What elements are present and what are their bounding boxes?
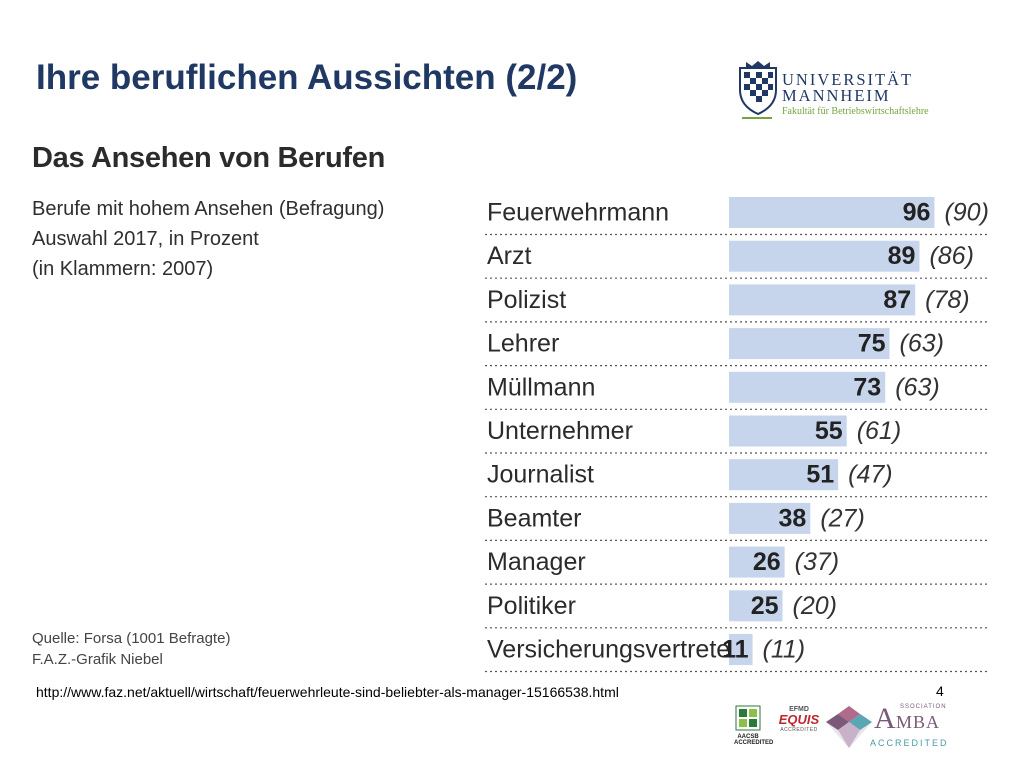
value-2017-label: 26 xyxy=(753,548,781,576)
value-2007-label: (61) xyxy=(857,417,901,445)
logo-subtitle: Fakultät für Betriebswirtschaftslehre xyxy=(782,106,929,117)
amba-diamond-icon xyxy=(826,706,872,748)
chart-subtitle-line-2: Auswahl 2017, in Prozent xyxy=(32,228,259,250)
category-label: Versicherungsvertreter xyxy=(487,636,739,664)
bar-8 xyxy=(729,502,811,534)
category-label: Unternehmer xyxy=(487,417,633,445)
bar-6 xyxy=(729,415,847,447)
value-2007-label: (37) xyxy=(795,548,839,576)
bar-1 xyxy=(729,197,935,228)
value-2017-label: 75 xyxy=(858,330,886,358)
value-2017-label: 96 xyxy=(903,199,931,227)
chart-subtitle-line-1: Berufe mit hohem Ansehen (Befragung) xyxy=(32,198,385,220)
value-2017-label: 89 xyxy=(888,242,916,270)
category-label: Journalist xyxy=(487,461,594,489)
value-2007-label: (63) xyxy=(900,330,944,358)
equis-accredited-label: ACCREDITED xyxy=(780,727,818,733)
bar-11 xyxy=(729,634,753,665)
university-logo: UNIVERSITÄT MANNHEIM Fakultät für Betrie… xyxy=(734,60,954,122)
crest-icon xyxy=(739,61,777,116)
value-2017-label: 11 xyxy=(722,636,749,664)
amba-a-letter: A xyxy=(874,702,896,735)
value-2007-label: (47) xyxy=(848,461,892,489)
category-label: Lehrer xyxy=(487,330,559,358)
slide-title: Ihre beruflichen Aussichten (2/2) xyxy=(36,58,578,97)
accreditation-logos: AACSB ACCREDITED EFMD EQUIS ACCREDITED S… xyxy=(734,702,950,750)
bar-9 xyxy=(729,546,785,578)
amba-accredited-label: ACCREDITED xyxy=(870,738,949,748)
bar-3 xyxy=(729,284,916,316)
bar-10 xyxy=(729,590,783,622)
source-link[interactable]: http://www.faz.net/aktuell/wirtschaft/fe… xyxy=(36,684,619,700)
logo-line-mannheim: MANNHEIM xyxy=(782,86,891,105)
aacsb-logo-icon xyxy=(735,705,761,731)
category-label: Polizist xyxy=(487,286,566,314)
equis-logo: EFMD EQUIS ACCREDITED xyxy=(774,706,824,733)
category-label: Manager xyxy=(487,548,586,576)
value-2007-label: (63) xyxy=(895,373,939,401)
chart-source-line-1: Quelle: Forsa (1001 Befragte) xyxy=(32,630,231,647)
bar-5 xyxy=(729,371,886,403)
value-2017-label: 55 xyxy=(815,417,843,445)
page-number: 4 xyxy=(936,683,944,699)
value-2007-label: (27) xyxy=(820,504,864,532)
value-2007-label: (78) xyxy=(925,286,969,314)
amba-association-label: SSOCIATION xyxy=(900,704,947,710)
category-label: Feuerwehrmann xyxy=(487,199,669,227)
efmd-label: EFMD xyxy=(789,706,809,713)
bar-2 xyxy=(729,240,920,272)
category-label: Politiker xyxy=(487,592,576,620)
chart-subtitle-line-3: (in Klammern: 2007) xyxy=(32,258,214,280)
chart-source-line-2: F.A.Z.-Grafik Niebel xyxy=(32,651,163,668)
category-label: Beamter xyxy=(487,504,581,532)
value-2007-label: (11) xyxy=(763,636,806,664)
logo-underline xyxy=(742,117,772,119)
value-2017-label: 38 xyxy=(779,504,807,532)
category-label: Arzt xyxy=(487,242,532,270)
value-2017-label: 25 xyxy=(751,592,779,620)
value-2017-label: 87 xyxy=(883,286,911,314)
value-2007-label: (90) xyxy=(944,199,988,227)
logo-line-universitaet: UNIVERSITÄT xyxy=(782,70,914,89)
equis-label: EQUIS xyxy=(778,712,820,727)
value-2007-label: (20) xyxy=(793,592,837,620)
bar-7 xyxy=(729,459,839,491)
value-2007-label: (86) xyxy=(929,242,973,270)
bar-4 xyxy=(729,328,890,360)
value-2017-label: 73 xyxy=(853,373,881,401)
amba-mba-letters: MBA xyxy=(896,712,941,732)
chart-title: Das Ansehen von Berufen xyxy=(32,142,385,174)
category-label: Müllmann xyxy=(487,373,595,401)
value-2017-label: 51 xyxy=(806,461,834,489)
aacsb-label: AACSB ACCREDITED xyxy=(734,734,774,746)
